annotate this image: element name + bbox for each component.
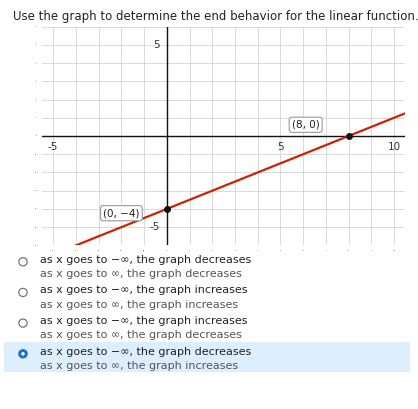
Text: as x goes to −∞, the graph increases: as x goes to −∞, the graph increases xyxy=(40,316,247,326)
Text: (8, 0): (8, 0) xyxy=(292,120,320,130)
Text: -5: -5 xyxy=(150,222,160,232)
Text: as x goes to ∞, the graph decreases: as x goes to ∞, the graph decreases xyxy=(40,330,242,340)
Text: as x goes to −∞, the graph increases: as x goes to −∞, the graph increases xyxy=(40,285,247,295)
Text: 10: 10 xyxy=(387,142,401,153)
Text: as x goes to −∞, the graph decreases: as x goes to −∞, the graph decreases xyxy=(40,347,251,357)
Text: as x goes to −∞, the graph decreases: as x goes to −∞, the graph decreases xyxy=(40,255,251,265)
Text: as x goes to ∞, the graph increases: as x goes to ∞, the graph increases xyxy=(40,300,238,310)
Text: Use the graph to determine the end behavior for the linear function.: Use the graph to determine the end behav… xyxy=(13,10,418,23)
Text: as x goes to ∞, the graph increases: as x goes to ∞, the graph increases xyxy=(40,361,238,371)
Text: 5: 5 xyxy=(153,40,160,50)
Text: -5: -5 xyxy=(48,142,59,153)
Text: (0, −4): (0, −4) xyxy=(103,208,140,218)
Text: as x goes to ∞, the graph decreases: as x goes to ∞, the graph decreases xyxy=(40,269,242,279)
Text: 5: 5 xyxy=(277,142,284,153)
